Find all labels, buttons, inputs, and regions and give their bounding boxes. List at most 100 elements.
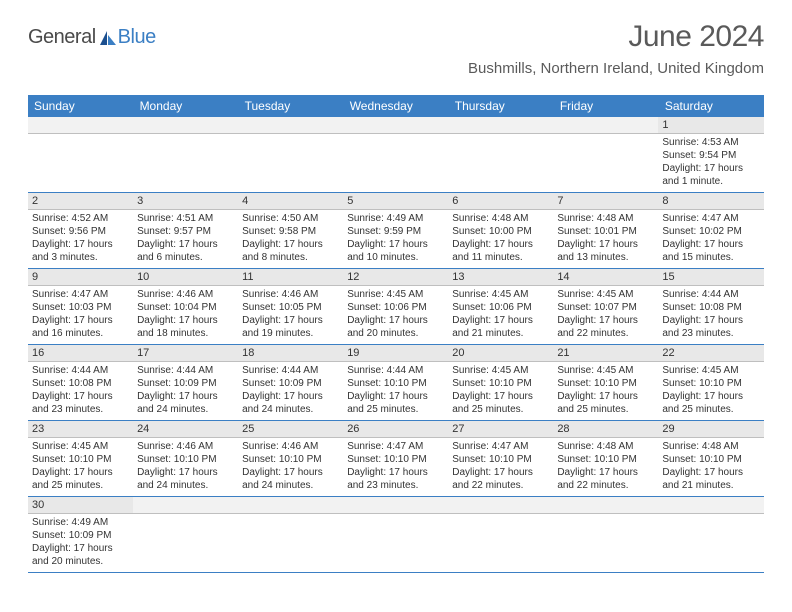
day-detail-cell: Sunrise: 4:44 AMSunset: 10:09 PMDaylight… [133, 362, 238, 421]
day-detail-cell: Sunrise: 4:48 AMSunset: 10:10 PMDaylight… [658, 438, 763, 497]
day-number-cell: 1 [658, 117, 763, 134]
weekday-header: Monday [133, 95, 238, 117]
day-number-cell [133, 117, 238, 134]
day-detail-row: Sunrise: 4:52 AMSunset: 9:56 PMDaylight:… [28, 210, 764, 269]
day-number-cell: 4 [238, 193, 343, 210]
day-detail-cell: Sunrise: 4:44 AMSunset: 10:08 PMDaylight… [658, 286, 763, 345]
day-number-cell: 15 [658, 269, 763, 286]
day-number-cell: 19 [343, 345, 448, 362]
day-number-cell: 18 [238, 345, 343, 362]
day-detail-cell [343, 514, 448, 573]
day-detail-cell: Sunrise: 4:47 AMSunset: 10:03 PMDaylight… [28, 286, 133, 345]
day-detail-cell [448, 134, 553, 193]
day-number-row: 1 [28, 117, 764, 134]
day-detail-cell: Sunrise: 4:48 AMSunset: 10:10 PMDaylight… [553, 438, 658, 497]
day-number-row: 2345678 [28, 193, 764, 210]
weekday-header-row: Sunday Monday Tuesday Wednesday Thursday… [28, 95, 764, 117]
day-number-cell: 16 [28, 345, 133, 362]
weekday-header: Friday [553, 95, 658, 117]
day-number-cell [658, 497, 763, 514]
day-detail-cell: Sunrise: 4:50 AMSunset: 9:58 PMDaylight:… [238, 210, 343, 269]
day-number-cell [553, 117, 658, 134]
logo: General Blue [28, 26, 156, 49]
day-number-row: 30 [28, 497, 764, 514]
day-detail-cell: Sunrise: 4:53 AMSunset: 9:54 PMDaylight:… [658, 134, 763, 193]
day-number-cell: 24 [133, 421, 238, 438]
day-number-cell [448, 117, 553, 134]
day-detail-cell [238, 134, 343, 193]
day-number-cell [28, 117, 133, 134]
day-detail-cell: Sunrise: 4:44 AMSunset: 10:09 PMDaylight… [238, 362, 343, 421]
day-number-cell: 10 [133, 269, 238, 286]
day-number-cell: 5 [343, 193, 448, 210]
title-block: June 2024 Bushmills, Northern Ireland, U… [468, 20, 764, 77]
day-number-cell: 23 [28, 421, 133, 438]
location-subtitle: Bushmills, Northern Ireland, United King… [468, 60, 764, 77]
day-detail-cell: Sunrise: 4:49 AMSunset: 10:09 PMDaylight… [28, 514, 133, 573]
day-detail-cell: Sunrise: 4:46 AMSunset: 10:04 PMDaylight… [133, 286, 238, 345]
logo-text-general: General [28, 26, 96, 49]
day-detail-cell: Sunrise: 4:45 AMSunset: 10:07 PMDaylight… [553, 286, 658, 345]
header: General Blue June 2024 Bushmills, Northe… [28, 20, 764, 77]
day-detail-cell: Sunrise: 4:44 AMSunset: 10:08 PMDaylight… [28, 362, 133, 421]
day-number-cell: 26 [343, 421, 448, 438]
day-detail-cell: Sunrise: 4:45 AMSunset: 10:10 PMDaylight… [448, 362, 553, 421]
day-detail-cell: Sunrise: 4:45 AMSunset: 10:06 PMDaylight… [343, 286, 448, 345]
day-number-cell: 29 [658, 421, 763, 438]
day-detail-cell: Sunrise: 4:45 AMSunset: 10:10 PMDaylight… [658, 362, 763, 421]
day-detail-cell [133, 514, 238, 573]
day-number-cell: 20 [448, 345, 553, 362]
day-detail-cell: Sunrise: 4:49 AMSunset: 9:59 PMDaylight:… [343, 210, 448, 269]
day-detail-row: Sunrise: 4:49 AMSunset: 10:09 PMDaylight… [28, 514, 764, 573]
day-number-cell: 17 [133, 345, 238, 362]
calendar-table: Sunday Monday Tuesday Wednesday Thursday… [28, 95, 764, 573]
day-detail-cell: Sunrise: 4:46 AMSunset: 10:05 PMDaylight… [238, 286, 343, 345]
day-detail-cell [658, 514, 763, 573]
day-number-cell: 3 [133, 193, 238, 210]
logo-text-blue: Blue [118, 26, 156, 49]
day-detail-cell: Sunrise: 4:47 AMSunset: 10:02 PMDaylight… [658, 210, 763, 269]
logo-sail-icon [100, 31, 116, 45]
weekday-header: Sunday [28, 95, 133, 117]
day-detail-cell: Sunrise: 4:44 AMSunset: 10:10 PMDaylight… [343, 362, 448, 421]
day-number-cell [343, 497, 448, 514]
day-number-cell: 7 [553, 193, 658, 210]
day-detail-row: Sunrise: 4:45 AMSunset: 10:10 PMDaylight… [28, 438, 764, 497]
day-detail-cell [238, 514, 343, 573]
day-detail-row: Sunrise: 4:44 AMSunset: 10:08 PMDaylight… [28, 362, 764, 421]
day-number-cell: 8 [658, 193, 763, 210]
day-detail-cell: Sunrise: 4:46 AMSunset: 10:10 PMDaylight… [238, 438, 343, 497]
day-detail-cell: Sunrise: 4:47 AMSunset: 10:10 PMDaylight… [343, 438, 448, 497]
day-detail-cell: Sunrise: 4:45 AMSunset: 10:06 PMDaylight… [448, 286, 553, 345]
day-number-cell: 28 [553, 421, 658, 438]
weekday-header: Thursday [448, 95, 553, 117]
day-detail-cell: Sunrise: 4:45 AMSunset: 10:10 PMDaylight… [553, 362, 658, 421]
day-detail-cell: Sunrise: 4:48 AMSunset: 10:01 PMDaylight… [553, 210, 658, 269]
day-number-row: 16171819202122 [28, 345, 764, 362]
day-number-cell: 2 [28, 193, 133, 210]
day-number-cell [553, 497, 658, 514]
day-number-cell: 12 [343, 269, 448, 286]
day-number-cell: 13 [448, 269, 553, 286]
day-detail-cell: Sunrise: 4:46 AMSunset: 10:10 PMDaylight… [133, 438, 238, 497]
day-number-cell: 9 [28, 269, 133, 286]
weekday-header: Tuesday [238, 95, 343, 117]
day-detail-cell [553, 134, 658, 193]
day-detail-row: Sunrise: 4:47 AMSunset: 10:03 PMDaylight… [28, 286, 764, 345]
weekday-header: Saturday [658, 95, 763, 117]
day-detail-cell: Sunrise: 4:52 AMSunset: 9:56 PMDaylight:… [28, 210, 133, 269]
day-number-cell: 14 [553, 269, 658, 286]
day-detail-cell: Sunrise: 4:51 AMSunset: 9:57 PMDaylight:… [133, 210, 238, 269]
day-detail-cell [448, 514, 553, 573]
day-detail-cell: Sunrise: 4:45 AMSunset: 10:10 PMDaylight… [28, 438, 133, 497]
day-number-cell: 6 [448, 193, 553, 210]
day-number-cell [238, 497, 343, 514]
day-number-cell: 30 [28, 497, 133, 514]
day-number-row: 9101112131415 [28, 269, 764, 286]
day-number-cell [133, 497, 238, 514]
weekday-header: Wednesday [343, 95, 448, 117]
day-detail-cell: Sunrise: 4:48 AMSunset: 10:00 PMDaylight… [448, 210, 553, 269]
day-detail-cell [133, 134, 238, 193]
day-number-cell: 27 [448, 421, 553, 438]
day-detail-row: Sunrise: 4:53 AMSunset: 9:54 PMDaylight:… [28, 134, 764, 193]
